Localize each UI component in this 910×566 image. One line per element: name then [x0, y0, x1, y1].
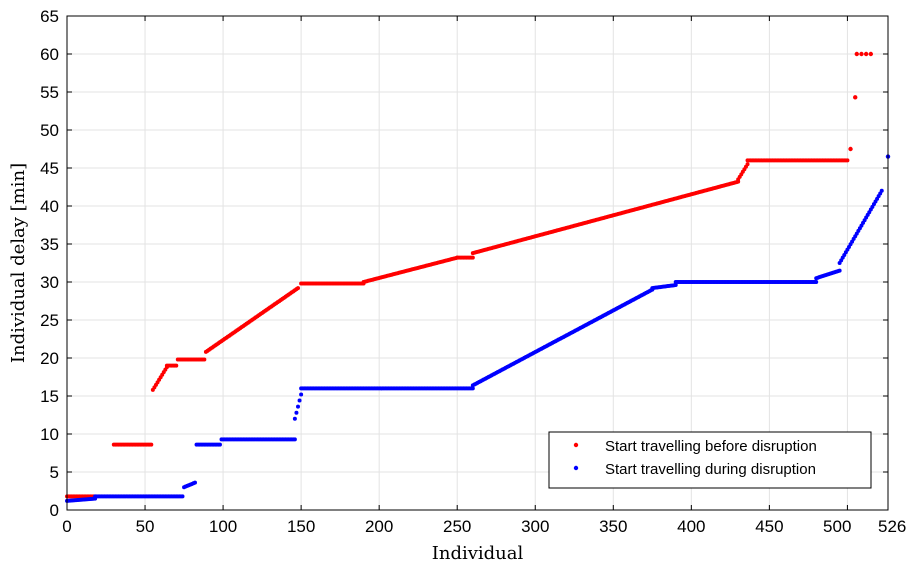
y-tick-label: 65 [40, 7, 59, 26]
data-point [297, 398, 302, 403]
x-tick-label: 450 [755, 517, 783, 536]
y-tick-label: 5 [50, 463, 59, 482]
y-tick-label: 25 [40, 311, 59, 330]
legend-marker-before [573, 442, 579, 448]
x-tick-label: 0 [62, 517, 71, 536]
x-tick-label: 100 [209, 517, 237, 536]
ticks: 0 50 100 150 200 250 300 350 400 450 500 526 0 5 10 15 2… [40, 7, 906, 536]
series-0 [65, 51, 874, 499]
data-point [192, 480, 197, 485]
y-tick-label: 45 [40, 159, 59, 178]
legend-box [548, 431, 872, 489]
data-point [296, 286, 301, 291]
y-tick-label: 40 [40, 197, 59, 216]
data-point [854, 51, 859, 57]
x-tick-label: 150 [287, 517, 315, 536]
data-point [296, 404, 301, 409]
data-point [814, 280, 819, 284]
data-point [837, 268, 842, 273]
data-point [745, 162, 750, 167]
x-tick-label: 500 [823, 517, 851, 536]
data-point [673, 283, 678, 288]
y-tick-label: 20 [40, 349, 59, 368]
data-point [294, 410, 299, 415]
data-point [868, 51, 874, 57]
y-axis-label: Individual delay [min] [8, 163, 29, 363]
data-point [299, 392, 304, 397]
x-tick-label: 200 [365, 517, 393, 536]
plot-frame [66, 15, 889, 511]
data-point [848, 146, 853, 152]
data-point [217, 442, 222, 447]
legend: Start travelling before disruption Start… [548, 431, 872, 489]
data-point [202, 357, 207, 362]
series-1 [65, 154, 891, 503]
legend-marker-during [573, 465, 579, 471]
data-point [292, 437, 297, 442]
data-point [879, 188, 884, 193]
data-point [845, 158, 850, 163]
legend-label-during: Start travelling during disruption [605, 461, 816, 478]
x-tick-label: 400 [677, 517, 705, 536]
y-tick-label: 30 [40, 273, 59, 292]
x-axis-label: Individual [432, 543, 524, 564]
x-tick-label: 350 [599, 517, 627, 536]
data-point [863, 51, 869, 57]
x-tick-label: 526 [878, 517, 906, 536]
data-point [292, 416, 297, 421]
data-point [859, 51, 864, 57]
y-tick-label: 60 [40, 45, 59, 64]
plot-points [65, 51, 891, 503]
x-tick-label: 50 [136, 517, 155, 536]
y-tick-label: 10 [40, 425, 59, 444]
data-point [149, 442, 154, 447]
data-point [470, 255, 475, 260]
data-point [853, 95, 858, 100]
y-tick-label: 35 [40, 235, 59, 254]
legend-label-before: Start travelling before disruption [605, 438, 817, 455]
x-tick-label: 250 [443, 517, 471, 536]
y-tick-label: 15 [40, 387, 59, 406]
data-point [470, 386, 475, 391]
data-point [174, 363, 179, 368]
y-tick-label: 50 [40, 121, 59, 140]
y-tick-label: 55 [40, 83, 59, 102]
x-tick-label: 300 [521, 517, 549, 536]
y-tick-label: 0 [50, 501, 59, 520]
data-point [180, 494, 185, 499]
